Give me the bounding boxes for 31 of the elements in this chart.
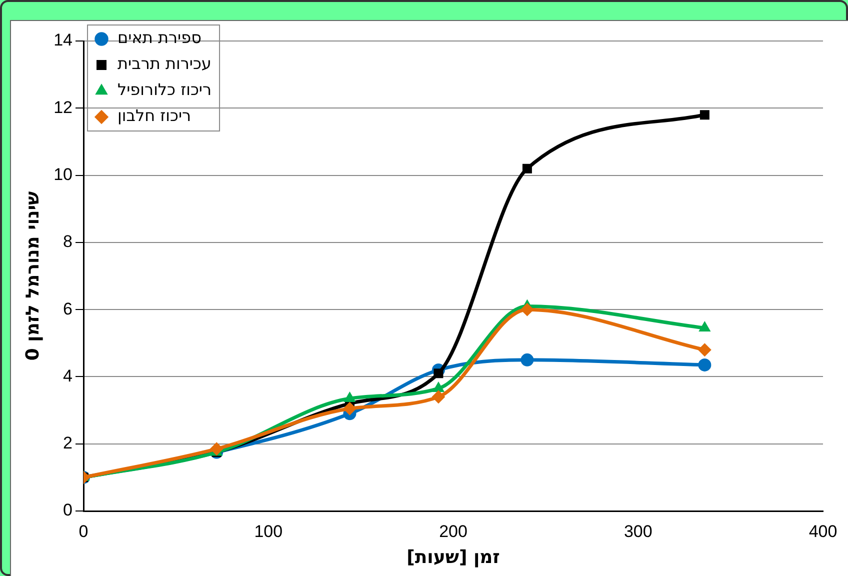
y-tick-label: 6 xyxy=(63,299,73,318)
legend-label: ריכוז חלבון xyxy=(118,106,192,126)
y-tick-label: 8 xyxy=(63,232,73,252)
point xyxy=(210,442,224,456)
y-tick-label: 4 xyxy=(63,366,73,386)
y-tick-label: 10 xyxy=(54,164,73,184)
legend-label: ריכוז כלורופיל xyxy=(118,80,212,100)
x-tick-label: 100 xyxy=(254,522,283,541)
y-tick-label: 2 xyxy=(63,434,73,453)
x-tick-label: 0 xyxy=(78,522,88,541)
legend-label: עכירות תרבית xyxy=(118,54,212,74)
point xyxy=(520,353,534,366)
y-axis-title: שינוי מנורמל לזמן 0 xyxy=(22,190,44,361)
x-axis-title: זמן [שעות] xyxy=(406,546,500,568)
y-tick-label: 0 xyxy=(63,500,73,520)
x-tick-label: 200 xyxy=(439,522,468,541)
point xyxy=(522,164,532,174)
point xyxy=(343,402,356,416)
point xyxy=(698,343,712,356)
point xyxy=(698,358,712,372)
x-tick-label: 400 xyxy=(808,522,838,541)
legend-label: ספירת תאים xyxy=(118,28,202,48)
y-tick-label: 14 xyxy=(54,30,73,50)
point xyxy=(520,303,534,316)
point xyxy=(698,322,710,332)
point xyxy=(700,110,710,120)
point xyxy=(344,392,356,402)
point xyxy=(432,382,444,392)
y-tick-label: 12 xyxy=(54,98,73,117)
x-tick-label: 300 xyxy=(624,522,652,541)
point xyxy=(432,390,445,404)
